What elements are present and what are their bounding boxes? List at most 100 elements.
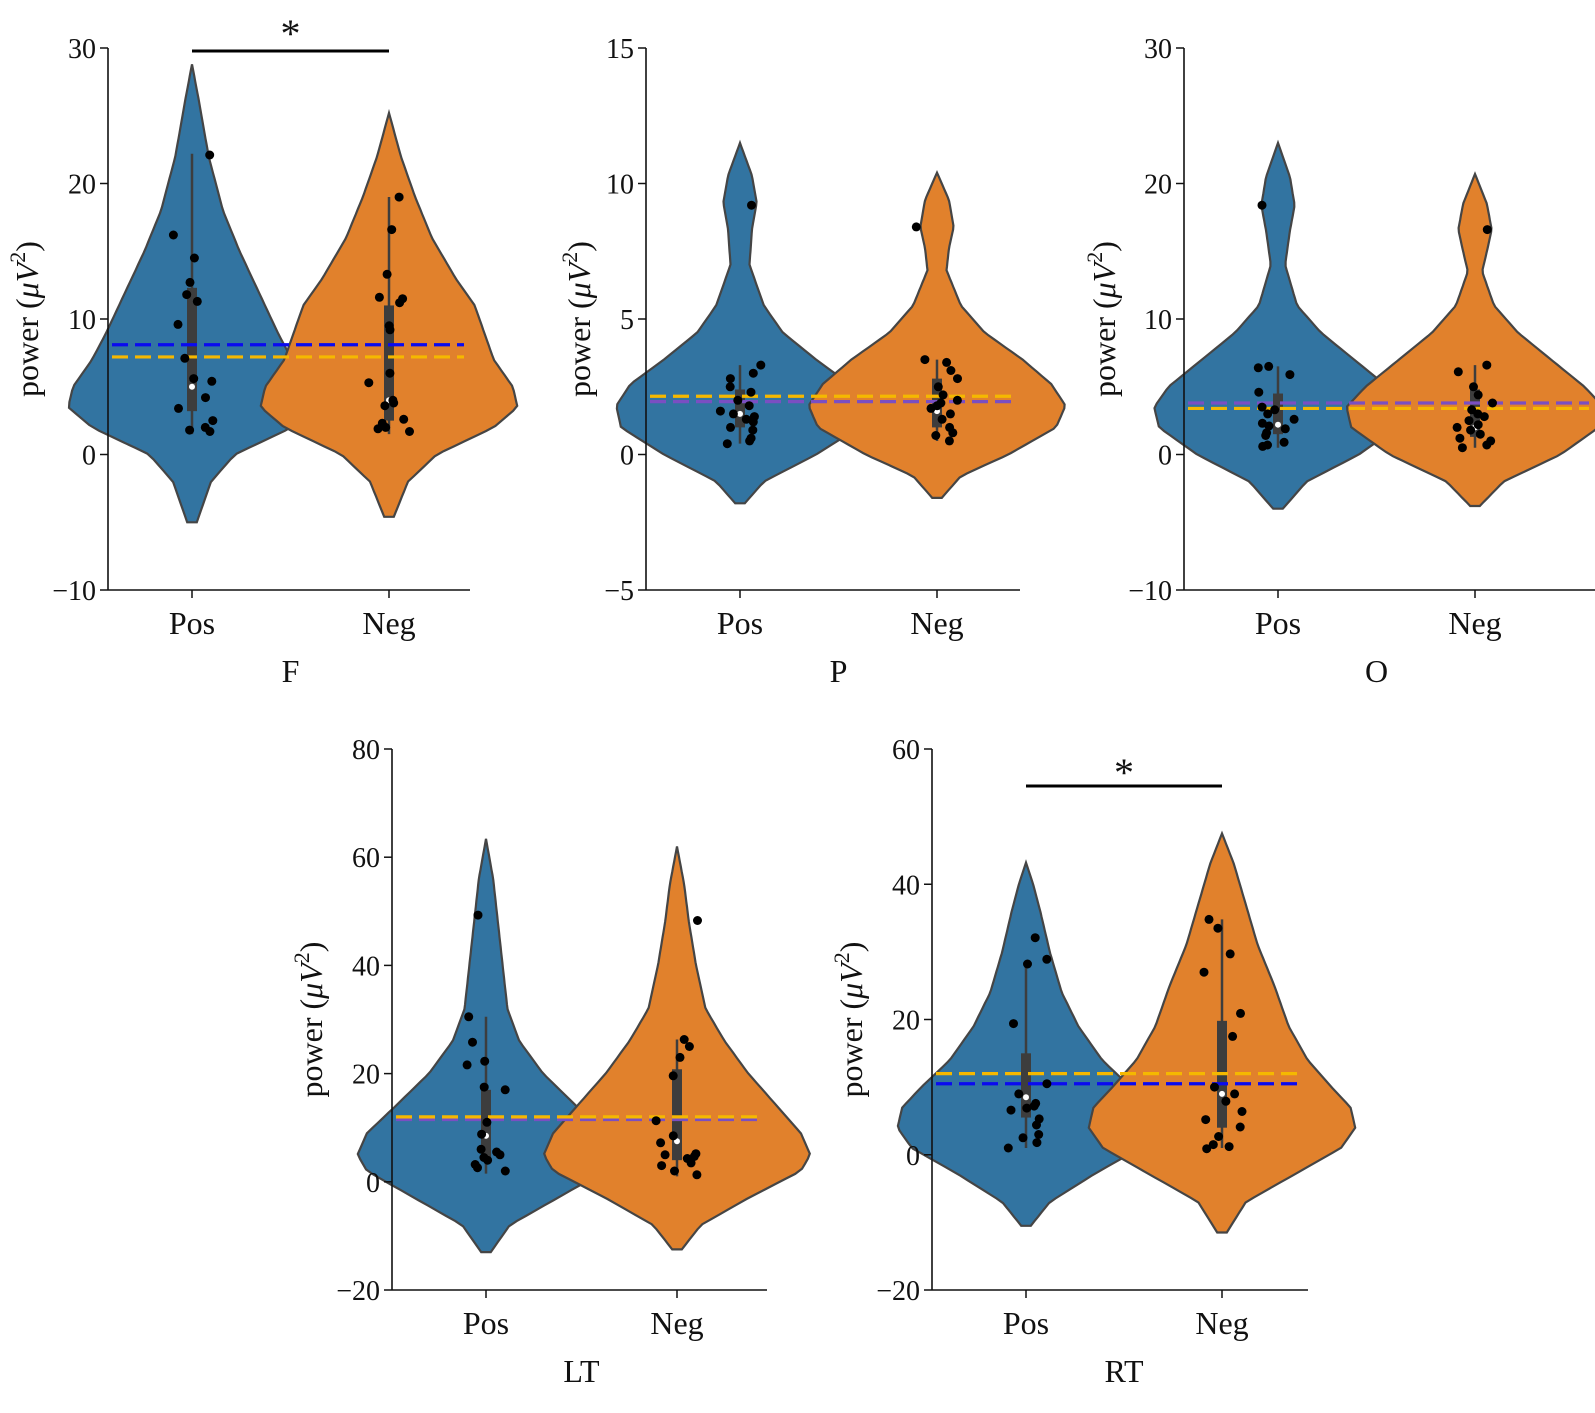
data-point: [657, 1161, 667, 1171]
y-tick-label: −10: [52, 576, 96, 607]
data-point: [1452, 422, 1462, 432]
data-point: [952, 395, 962, 405]
data-point: [185, 277, 195, 287]
data-point: [473, 1163, 482, 1173]
data-point: [208, 416, 218, 426]
data-point: [942, 357, 952, 367]
data-point: [693, 916, 702, 925]
iqr-box-lt-neg: [672, 1069, 682, 1161]
data-point: [948, 428, 958, 438]
violin-o-neg: [1345, 171, 1595, 508]
data-point: [1034, 1130, 1044, 1139]
data-point: [468, 1037, 477, 1047]
data-point: [1264, 421, 1274, 431]
data-point: [385, 368, 395, 378]
data-point: [668, 1131, 678, 1141]
data-point: [937, 414, 947, 424]
data-point: [476, 1144, 486, 1154]
y-tick-label: 0: [82, 441, 96, 472]
data-point: [1201, 1115, 1211, 1125]
data-point: [464, 1012, 474, 1022]
x-axis-label: RT: [1105, 1353, 1144, 1389]
data-point: [1469, 382, 1478, 392]
data-point: [1264, 361, 1274, 371]
data-point: [1253, 363, 1263, 373]
data-point: [1279, 437, 1289, 447]
data-point: [920, 355, 930, 365]
x-tick-label: Pos: [463, 1305, 509, 1341]
data-point: [479, 1082, 489, 1092]
y-tick-label: −20: [336, 1276, 380, 1307]
data-point: [722, 439, 732, 449]
median-rt-pos: [1023, 1094, 1029, 1101]
data-point: [944, 436, 954, 446]
y-tick-label: 20: [1144, 170, 1172, 201]
data-point: [382, 269, 392, 279]
data-point: [399, 414, 409, 424]
data-point: [1208, 1140, 1218, 1150]
y-tick-label: −20: [876, 1276, 920, 1307]
data-point: [1258, 441, 1268, 451]
data-point: [1042, 954, 1052, 964]
data-point: [1228, 1031, 1238, 1041]
data-point: [1475, 429, 1485, 439]
y-tick-label: 60: [892, 735, 920, 766]
data-point: [500, 1085, 510, 1095]
data-point: [1230, 1089, 1240, 1099]
data-point: [201, 393, 210, 403]
data-point: [192, 296, 202, 306]
y-tick-label: 10: [1144, 305, 1172, 336]
data-point: [1199, 967, 1209, 977]
data-point: [747, 200, 756, 210]
y-tick-label: 80: [352, 735, 380, 766]
y-tick-label: 30: [68, 34, 96, 65]
data-point: [180, 353, 190, 363]
significance-marker: *: [1114, 750, 1134, 795]
median-p-pos: [737, 410, 743, 417]
y-tick-label: 40: [892, 870, 920, 901]
data-point: [1466, 425, 1476, 435]
data-point: [374, 292, 384, 302]
data-point: [728, 409, 738, 419]
data-point: [189, 374, 199, 384]
data-point: [1032, 1138, 1042, 1148]
y-tick-label: 15: [606, 34, 634, 65]
data-point: [205, 427, 215, 436]
data-point: [480, 1056, 490, 1066]
data-point: [1224, 1142, 1234, 1152]
data-point: [945, 409, 955, 419]
data-point: [1030, 933, 1040, 943]
x-tick-label: Pos: [717, 605, 763, 641]
data-point: [1482, 440, 1492, 450]
y-axis-label: power (μV2): [829, 942, 869, 1098]
x-tick-label: Neg: [1448, 605, 1501, 641]
data-point: [387, 225, 397, 235]
x-axis-label: O: [1365, 653, 1388, 689]
iqr-box-p-pos: [735, 389, 745, 428]
data-point: [1270, 405, 1280, 415]
data-point: [1473, 390, 1483, 400]
data-point: [1289, 414, 1299, 424]
data-point: [933, 382, 943, 392]
data-point: [1285, 370, 1295, 380]
data-point: [473, 910, 483, 920]
y-axis-label: power (μV2): [289, 942, 329, 1098]
data-point: [380, 401, 390, 411]
data-point: [1237, 1107, 1247, 1116]
data-point: [1009, 1019, 1018, 1029]
data-point: [748, 417, 758, 427]
data-point: [1464, 416, 1474, 426]
data-point: [656, 1138, 666, 1148]
x-tick-label: Neg: [910, 605, 963, 641]
data-point: [1482, 360, 1492, 370]
y-tick-label: 10: [68, 305, 96, 336]
y-tick-label: −10: [1128, 576, 1172, 607]
y-tick-label: 0: [906, 1141, 920, 1172]
iqr-box-o-pos: [1273, 393, 1283, 435]
data-point: [1263, 409, 1273, 419]
data-point: [726, 422, 735, 432]
data-point: [1204, 914, 1214, 924]
